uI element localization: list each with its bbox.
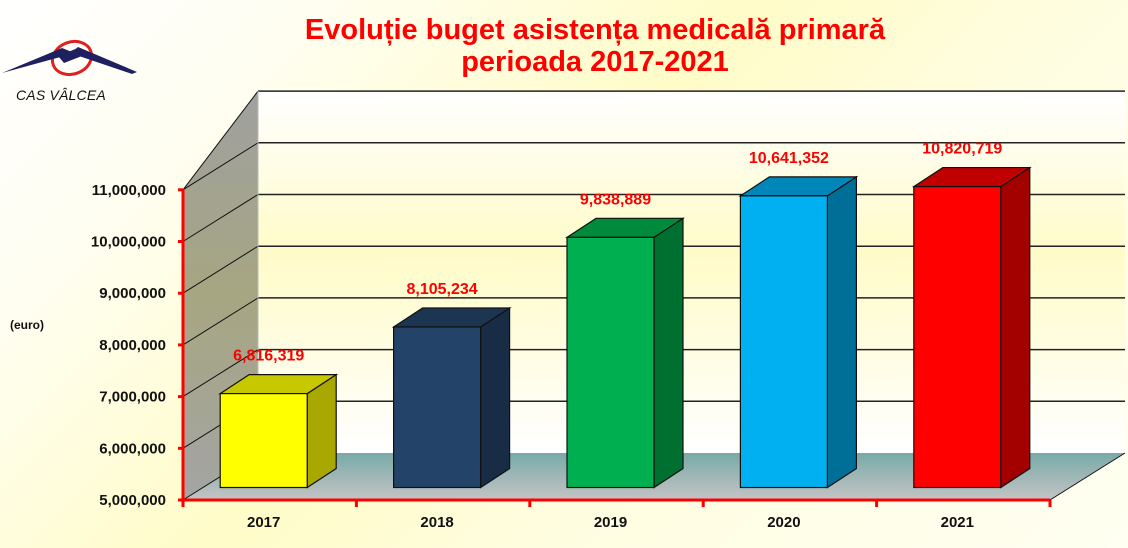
bar-side xyxy=(1000,166,1031,489)
chart-title-line2: perioada 2017-2021 xyxy=(461,46,729,78)
bar-front xyxy=(913,185,1002,489)
bar-2021 xyxy=(911,166,1032,489)
x-tick-label: 2021 xyxy=(941,514,974,531)
logo-text: CAS VÂLCEA xyxy=(16,87,106,103)
bar-front xyxy=(219,392,308,489)
x-tick-label: 2020 xyxy=(767,514,800,531)
chart-title-line1: Evoluție buget asistența medicală primar… xyxy=(304,14,886,46)
bar-side xyxy=(306,373,337,489)
y-tick-label: 10,000,000 xyxy=(91,234,166,251)
data-label: 10,820,719 xyxy=(922,141,1002,158)
side-gridline xyxy=(182,245,259,294)
data-label: 8,105,234 xyxy=(407,281,478,298)
floor-edge xyxy=(1049,452,1126,501)
x-tick-label: 2017 xyxy=(247,514,280,531)
y-axis-label: (euro) xyxy=(10,318,44,332)
side-gridline xyxy=(182,349,259,398)
bar-2020 xyxy=(738,175,859,489)
y-tick-label: 9,000,000 xyxy=(99,285,166,302)
y-tick-label: 8,000,000 xyxy=(99,337,166,354)
bar-2017 xyxy=(218,373,339,489)
data-label: 9,838,889 xyxy=(580,191,651,208)
bar-front xyxy=(393,326,482,489)
x-tick-label: 2018 xyxy=(420,514,453,531)
bar-side xyxy=(480,306,511,489)
side-gridline xyxy=(182,297,259,346)
bar-side xyxy=(653,217,684,489)
y-tick-label: 11,000,000 xyxy=(92,182,166,199)
cas-logo-icon xyxy=(2,39,137,77)
bar-front xyxy=(566,236,655,489)
bar-2018 xyxy=(391,306,512,489)
y-tick-label: 7,000,000 xyxy=(99,389,166,406)
y-tick-label: 6,000,000 xyxy=(99,440,166,457)
side-gridline xyxy=(182,194,259,242)
data-label: 10,641,352 xyxy=(749,150,829,167)
y-tick-label: 5,000,000 xyxy=(99,492,166,509)
data-label: 6,816,319 xyxy=(233,348,304,365)
bar-2019 xyxy=(564,217,686,489)
bar-side xyxy=(826,175,858,489)
side-gridline xyxy=(182,142,259,191)
x-tick-label: 2019 xyxy=(594,514,627,531)
bar-front xyxy=(739,195,829,489)
side-gridline xyxy=(182,90,259,191)
